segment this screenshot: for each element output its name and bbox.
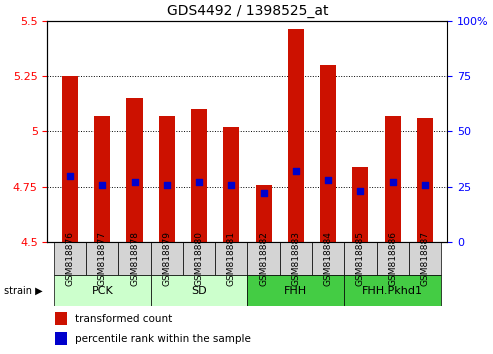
FancyBboxPatch shape: [54, 275, 151, 306]
FancyBboxPatch shape: [247, 275, 344, 306]
Bar: [127, 98, 142, 242]
Text: GSM818880: GSM818880: [195, 232, 204, 286]
Bar: [62, 76, 78, 242]
Point: [227, 182, 235, 187]
FancyBboxPatch shape: [344, 275, 441, 306]
Bar: [288, 29, 304, 242]
Point: [195, 179, 203, 185]
Bar: [223, 127, 240, 242]
Text: FHH: FHH: [284, 286, 308, 296]
FancyBboxPatch shape: [312, 242, 344, 275]
Text: GSM818883: GSM818883: [291, 232, 300, 286]
Text: GSM818886: GSM818886: [388, 232, 397, 286]
Bar: [55, 312, 68, 325]
Point: [260, 190, 268, 196]
FancyBboxPatch shape: [54, 242, 86, 275]
Text: GSM818876: GSM818876: [66, 232, 74, 286]
Point: [163, 182, 171, 187]
Text: GSM818878: GSM818878: [130, 232, 139, 286]
Point: [421, 182, 429, 187]
Point: [388, 179, 396, 185]
Text: SD: SD: [191, 286, 207, 296]
Text: GSM818884: GSM818884: [323, 232, 333, 286]
Bar: [352, 167, 368, 242]
Text: transformed count: transformed count: [75, 314, 173, 324]
Bar: [255, 184, 272, 242]
FancyBboxPatch shape: [409, 242, 441, 275]
FancyBboxPatch shape: [183, 242, 215, 275]
Text: GSM818885: GSM818885: [356, 232, 365, 286]
FancyBboxPatch shape: [247, 242, 280, 275]
Text: GSM818881: GSM818881: [227, 232, 236, 286]
Text: GSM818882: GSM818882: [259, 232, 268, 286]
Bar: [159, 116, 175, 242]
Text: percentile rank within the sample: percentile rank within the sample: [75, 334, 251, 344]
FancyBboxPatch shape: [344, 242, 377, 275]
Bar: [385, 116, 401, 242]
Text: PCK: PCK: [91, 286, 113, 296]
FancyBboxPatch shape: [86, 242, 118, 275]
FancyBboxPatch shape: [151, 242, 183, 275]
FancyBboxPatch shape: [151, 275, 247, 306]
Bar: [417, 118, 433, 242]
Bar: [191, 109, 207, 242]
Point: [66, 173, 74, 178]
Point: [324, 177, 332, 183]
Point: [98, 182, 106, 187]
Point: [292, 169, 300, 174]
Title: GDS4492 / 1398525_at: GDS4492 / 1398525_at: [167, 4, 328, 18]
Point: [356, 188, 364, 194]
Text: GSM818887: GSM818887: [421, 232, 429, 286]
Bar: [55, 332, 68, 346]
FancyBboxPatch shape: [377, 242, 409, 275]
Text: strain ▶: strain ▶: [4, 286, 42, 296]
Text: GSM818877: GSM818877: [98, 232, 107, 286]
FancyBboxPatch shape: [280, 242, 312, 275]
FancyBboxPatch shape: [118, 242, 151, 275]
Point: [131, 179, 139, 185]
FancyBboxPatch shape: [215, 242, 247, 275]
Bar: [94, 116, 110, 242]
Text: GSM818879: GSM818879: [162, 232, 171, 286]
Text: FHH.Pkhd1: FHH.Pkhd1: [362, 286, 423, 296]
Bar: [320, 65, 336, 242]
